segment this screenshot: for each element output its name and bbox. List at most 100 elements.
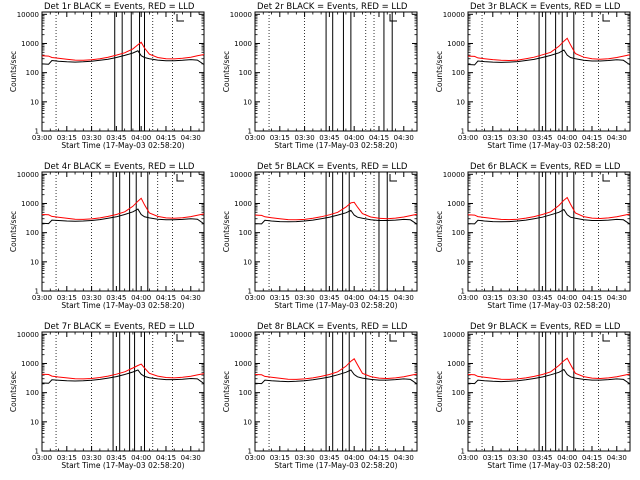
y-tick-label: 100 [452, 69, 465, 77]
legend-bracket [389, 14, 397, 22]
x-tick-label: 03:15 [483, 294, 503, 302]
plot-frame [467, 331, 631, 452]
events-series-line [254, 209, 418, 225]
y-tick-label: 10000 [230, 171, 252, 179]
x-tick-label: 03:00 [458, 454, 478, 462]
x-tick-label: 03:30 [81, 454, 101, 462]
x-tick-label: 04:15 [156, 454, 176, 462]
x-tick-label: 03:30 [507, 454, 527, 462]
plot-frame [467, 11, 631, 132]
panel-1: Det 1r BLACK = Events, RED = LLD 1 10 100 10… [9, 2, 205, 150]
x-tick-label: 03:00 [245, 134, 265, 142]
plot-frame [41, 171, 205, 292]
panel-3: Det 3r BLACK = Events, RED = LLD 1 10 100 10… [435, 2, 631, 150]
legend-bracket [389, 334, 397, 342]
plot-frame [254, 11, 418, 132]
x-tick-label: 03:45 [319, 134, 339, 142]
x-tick-label: 03:15 [483, 454, 503, 462]
panel-title: Det 3r BLACK = Events, RED = LLD [470, 2, 621, 12]
y-tick-label: 1 [248, 128, 252, 136]
y-tick-label: 100 [239, 389, 252, 397]
x-tick-label: 04:30 [607, 454, 627, 462]
x-tick-label: 04:15 [582, 134, 602, 142]
plot-frame [467, 171, 631, 292]
panel-title: Det 2r BLACK = Events, RED = LLD [257, 2, 408, 12]
x-tick-label: 03:00 [245, 454, 265, 462]
x-axis-label: Start Time (17-May-03 02:58:20) [274, 461, 397, 470]
lld-series-line [467, 196, 631, 221]
panel-7: Det 7r BLACK = Events, RED = LLD 1 10 100 10… [9, 322, 205, 470]
x-tick-label: 03:00 [32, 134, 52, 142]
y-tick-label: 1000 [447, 200, 465, 208]
y-axis-label: Counts/sec [435, 51, 444, 92]
x-tick-label: 03:15 [57, 294, 77, 302]
events-series-line [254, 369, 418, 385]
y-tick-label: 1 [461, 448, 465, 456]
y-tick-label: 10 [30, 418, 39, 426]
x-tick-label: 03:45 [319, 454, 339, 462]
x-tick-label: 04:00 [344, 134, 364, 142]
lld-series-line [41, 41, 205, 61]
y-tick-label: 1 [461, 288, 465, 296]
lld-series-line [467, 37, 631, 62]
panel-6: Det 6r BLACK = Events, RED = LLD 1 10 100 10… [435, 162, 631, 310]
x-tick-label: 04:00 [557, 134, 577, 142]
x-axis-label: Start Time (17-May-03 02:58:20) [274, 301, 397, 310]
x-tick-label: 04:15 [156, 294, 176, 302]
x-tick-label: 03:45 [532, 454, 552, 462]
x-tick-label: 04:00 [557, 294, 577, 302]
x-tick-label: 04:00 [344, 294, 364, 302]
panel-title: Det 5r BLACK = Events, RED = LLD [257, 162, 408, 172]
events-series-line [467, 208, 631, 225]
plot-frame [254, 171, 418, 292]
legend-bracket [176, 174, 184, 182]
y-tick-label: 10000 [443, 171, 465, 179]
plot-frame [41, 11, 205, 132]
x-tick-label: 03:30 [507, 134, 527, 142]
x-tick-label: 03:45 [319, 294, 339, 302]
y-tick-label: 10 [456, 258, 465, 266]
y-tick-label: 10000 [443, 331, 465, 339]
y-tick-label: 1 [248, 288, 252, 296]
y-tick-label: 10 [243, 258, 252, 266]
y-axis-label: Counts/sec [9, 211, 18, 252]
x-tick-label: 03:30 [507, 294, 527, 302]
y-tick-label: 1000 [234, 40, 252, 48]
events-series-line [467, 368, 631, 385]
y-tick-label: 10 [30, 258, 39, 266]
x-tick-label: 04:30 [607, 134, 627, 142]
legend-bracket [602, 174, 610, 182]
y-tick-label: 1000 [21, 360, 39, 368]
panel-title: Det 7r BLACK = Events, RED = LLD [44, 322, 195, 332]
y-tick-label: 100 [239, 229, 252, 237]
lld-series-line [41, 363, 205, 380]
x-tick-label: 03:30 [81, 134, 101, 142]
x-axis-label: Start Time (17-May-03 02:58:20) [487, 461, 610, 470]
x-tick-label: 04:30 [181, 134, 201, 142]
x-tick-label: 03:15 [270, 294, 290, 302]
x-tick-label: 03:00 [458, 134, 478, 142]
panel-5: Det 5r BLACK = Events, RED = LLD 1 10 100 10… [222, 162, 418, 310]
plot-frame [254, 331, 418, 452]
x-tick-label: 03:45 [532, 294, 552, 302]
legend-bracket [176, 334, 184, 342]
x-tick-label: 04:30 [607, 294, 627, 302]
x-tick-label: 04:00 [344, 454, 364, 462]
x-tick-label: 04:15 [369, 134, 389, 142]
y-tick-label: 1 [461, 128, 465, 136]
panel-title: Det 8r BLACK = Events, RED = LLD [257, 322, 408, 332]
x-tick-label: 03:45 [106, 454, 126, 462]
y-tick-label: 1 [248, 448, 252, 456]
x-tick-label: 03:30 [294, 294, 314, 302]
y-tick-label: 10 [456, 418, 465, 426]
x-axis-label: Start Time (17-May-03 02:58:20) [61, 461, 184, 470]
plot-frame [41, 331, 205, 452]
x-tick-label: 03:00 [245, 294, 265, 302]
y-tick-label: 10000 [17, 171, 39, 179]
x-tick-label: 03:45 [532, 134, 552, 142]
y-tick-label: 10 [243, 98, 252, 106]
y-tick-label: 1000 [447, 40, 465, 48]
panel-title: Det 6r BLACK = Events, RED = LLD [470, 162, 621, 172]
x-tick-label: 04:00 [131, 134, 151, 142]
x-tick-label: 03:30 [81, 294, 101, 302]
